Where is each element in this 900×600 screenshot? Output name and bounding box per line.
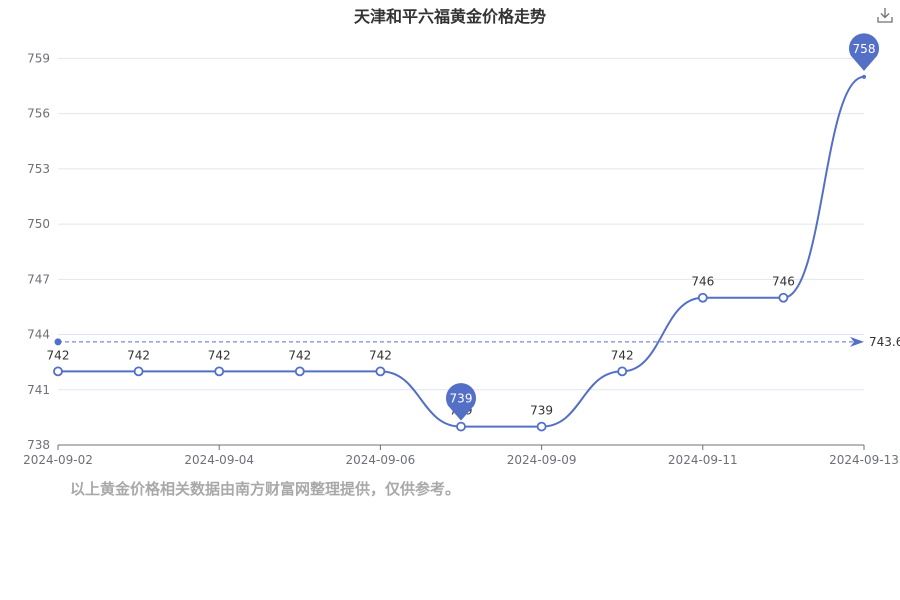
x-tick-label: 2024-09-06 bbox=[346, 453, 416, 467]
data-point bbox=[133, 366, 144, 377]
x-tick-label: 2024-09-11 bbox=[668, 453, 738, 467]
data-point bbox=[536, 421, 547, 432]
y-tick-label: 750 bbox=[27, 217, 50, 231]
min-marker bbox=[446, 383, 477, 421]
data-point bbox=[862, 74, 866, 79]
data-label: 742 bbox=[288, 348, 311, 362]
data-point bbox=[778, 292, 789, 303]
data-point bbox=[617, 366, 628, 377]
series-line bbox=[57, 75, 865, 428]
data-label: 746 bbox=[691, 275, 714, 289]
y-tick-label: 756 bbox=[27, 107, 50, 121]
data-label: 742 bbox=[369, 348, 392, 362]
data-label: 742 bbox=[47, 348, 70, 362]
average-line-arrow bbox=[850, 336, 864, 347]
y-tick-label: 744 bbox=[27, 328, 50, 342]
average-line-label: 743.6 bbox=[869, 335, 900, 349]
y-tick-label: 741 bbox=[27, 383, 50, 397]
data-label: 742 bbox=[127, 348, 150, 362]
footnote: 以上黄金价格相关数据由南方财富网整理提供，仅供参考。 bbox=[70, 480, 461, 498]
data-label: 742 bbox=[611, 348, 634, 362]
x-tick-label: 2024-09-09 bbox=[507, 453, 577, 467]
data-label: 746 bbox=[772, 275, 795, 289]
data-point bbox=[375, 366, 386, 377]
y-tick-label: 753 bbox=[27, 162, 50, 176]
x-tick-label: 2024-09-13 bbox=[829, 453, 899, 467]
x-tick-label: 2024-09-02 bbox=[23, 453, 93, 467]
chart-title: 天津和平六福黄金价格走势 bbox=[353, 7, 546, 26]
x-tick-label: 2024-09-04 bbox=[184, 453, 254, 467]
y-tick-label: 747 bbox=[27, 272, 50, 286]
max-marker-label: 758 bbox=[853, 42, 876, 56]
data-point bbox=[214, 366, 225, 377]
y-tick-label: 738 bbox=[27, 438, 50, 452]
data-label: 742 bbox=[208, 348, 231, 362]
min-marker-label: 739 bbox=[450, 392, 473, 406]
download-icon[interactable] bbox=[876, 6, 894, 24]
data-point bbox=[456, 421, 466, 432]
data-point bbox=[294, 366, 305, 377]
data-point bbox=[697, 292, 708, 303]
data-label: 739 bbox=[530, 404, 553, 418]
max-marker bbox=[849, 33, 879, 71]
y-tick-label: 759 bbox=[27, 51, 50, 65]
data-point bbox=[53, 366, 63, 377]
